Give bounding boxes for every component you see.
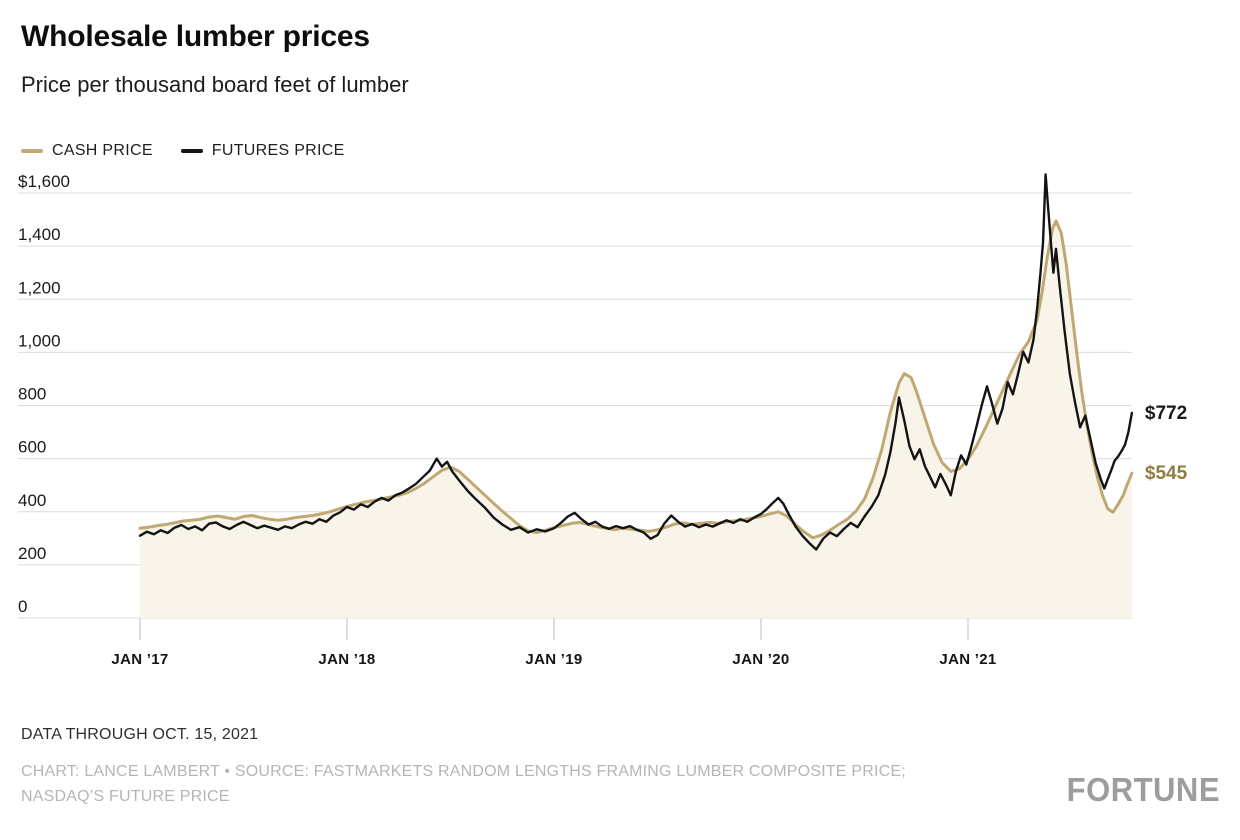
chart-credit-line-2: NASDAQ’S FUTURE PRICE: [21, 787, 230, 805]
y-axis-label: 1,200: [18, 278, 61, 297]
x-axis-label: JAN ’21: [939, 651, 996, 668]
cash-price-area: [140, 220, 1132, 618]
x-axis-label: JAN ’19: [525, 651, 582, 668]
x-axis-label: JAN ’18: [318, 651, 375, 668]
chart-credit: CHART: LANCE LAMBERT • SOURCE: FASTMARKE…: [21, 760, 906, 810]
lumber-price-chart: 0 200 400 600 800 1,000 1,200 1,400 $1,600 JAN ’1…: [0, 163, 1240, 678]
legend-label-cash-price: CASH PRICE: [52, 142, 153, 159]
y-axis-label: 1,400: [18, 225, 61, 244]
futures-price-swatch-icon: [180, 149, 203, 153]
y-axis-label: 1,000: [18, 331, 61, 350]
cash-price-end-label: $545: [1145, 463, 1188, 484]
legend-item-futures-price: FUTURES PRICE: [180, 142, 345, 160]
y-axis-label: $1,600: [18, 172, 70, 191]
x-axis-label: JAN ’20: [732, 651, 789, 668]
y-axis-label: 400: [18, 491, 46, 510]
y-axis-label: 600: [18, 438, 46, 457]
page-subtitle: Price per thousand board feet of lumber: [21, 72, 409, 97]
x-axis-label: JAN ’17: [111, 651, 168, 668]
futures-price-end-label: $772: [1145, 403, 1187, 424]
chart-credit-line-1: CHART: LANCE LAMBERT • SOURCE: FASTMARKE…: [21, 763, 906, 780]
futures-price-line: [138, 173, 1134, 551]
y-axis-label: 800: [18, 385, 46, 404]
data-through-note: DATA THROUGH OCT. 15, 2021: [21, 726, 259, 743]
legend: CASH PRICE FUTURES PRICE: [21, 142, 345, 160]
legend-label-futures-price: FUTURES PRICE: [211, 142, 345, 159]
cash-price-line: [138, 219, 1134, 540]
lumber-price-chart-svg: 0 200 400 600 800 1,000 1,200 1,400 $1,600 JAN ’1…: [18, 172, 1188, 668]
cash-price-swatch-icon: [21, 149, 43, 153]
y-axis-label: 200: [18, 544, 46, 563]
page-title: Wholesale lumber prices: [21, 20, 370, 53]
fortune-logo: FORTUNE: [1066, 770, 1220, 809]
legend-item-cash-price: CASH PRICE: [21, 142, 153, 160]
y-axis-label: 0: [18, 597, 27, 616]
